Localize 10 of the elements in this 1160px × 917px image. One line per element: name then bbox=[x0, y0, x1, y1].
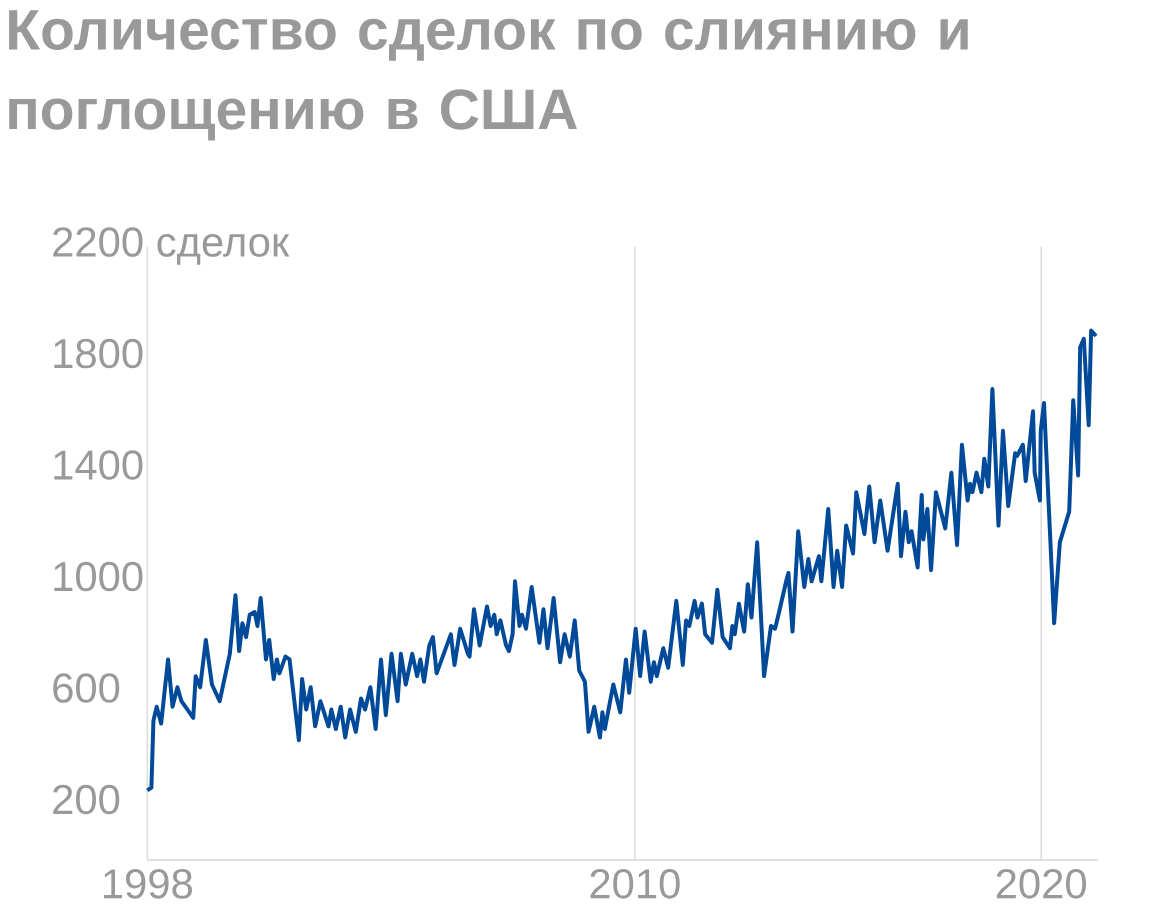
y-tick-label: 1800 bbox=[54, 338, 143, 369]
y-tick-label: 1000 bbox=[54, 561, 143, 592]
x-tick-label: 1998 bbox=[104, 869, 192, 899]
y-tick-label: 600 bbox=[53, 673, 120, 703]
y-tick-label: 1400 bbox=[54, 450, 143, 480]
y-tick-label: 200 bbox=[53, 784, 120, 815]
chart-title: Количество сделок по слиянию и поглощению в США bbox=[9, 10, 968, 141]
x-tick-label: 2010 bbox=[590, 869, 680, 899]
x-tick-label: 2020 bbox=[996, 869, 1086, 899]
y-tick-label: 2200 сделок bbox=[53, 227, 290, 265]
